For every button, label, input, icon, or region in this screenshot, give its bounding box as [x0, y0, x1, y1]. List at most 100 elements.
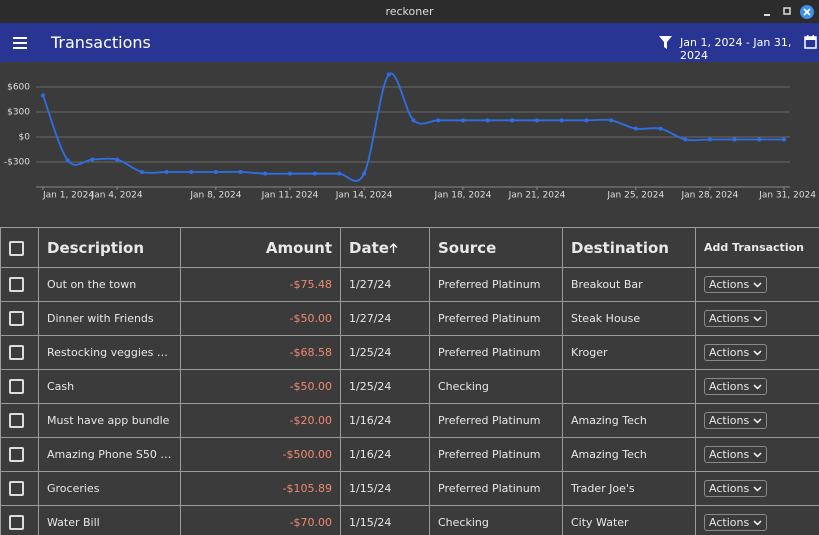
app-bar: Transactions Jan 1, 2024 - Jan 31, 2024	[0, 23, 819, 62]
point	[189, 170, 194, 174]
checkbox[interactable]	[9, 240, 24, 256]
transaction-row: Cash -$50.00 1/25/24 Checking Actions	[0, 369, 819, 404]
actions-cell: Actions	[695, 471, 819, 506]
point	[213, 170, 218, 174]
point	[757, 137, 762, 142]
date: 1/16/24	[340, 403, 430, 438]
title-bar: reckoner	[0, 0, 819, 23]
x-tick-label: Jan 8, 2024	[189, 191, 241, 201]
transaction-row: Must have app bundle -$20.00 1/16/24 Prefer…	[0, 403, 819, 438]
checkbox[interactable]	[9, 413, 24, 428]
actions-label: Actions	[709, 380, 750, 393]
transaction-row: Restocking veggies and ... -$68.58 1/25/24…	[0, 335, 819, 370]
x-tick-label: Jan 21, 2024	[508, 191, 566, 201]
destination: Steak House	[562, 301, 696, 336]
description: Restocking veggies and ...	[38, 335, 181, 370]
destination: Breakout Bar	[562, 267, 696, 302]
actions-button[interactable]: Actions	[704, 514, 767, 531]
sort-icon	[389, 242, 398, 253]
actions-button[interactable]: Actions	[704, 412, 767, 429]
source: Preferred Platinum	[429, 403, 563, 438]
source: Preferred Platinum	[429, 335, 563, 370]
select-cell	[0, 403, 39, 438]
select-cell	[0, 301, 39, 336]
destination: Amazing Tech	[562, 403, 696, 438]
checkbox[interactable]	[9, 277, 24, 292]
chevron	[753, 486, 762, 492]
actions-button[interactable]: Actions	[704, 378, 767, 395]
x-tick-label: Jan 28, 2024	[680, 191, 738, 201]
amount: -$75.48	[180, 267, 341, 302]
date-range[interactable]: Jan 1, 2024 - Jan 31, 2024	[680, 36, 792, 62]
source: Preferred Platinum	[429, 437, 563, 472]
y-tick-label: -$300	[4, 158, 30, 168]
checkbox[interactable]	[9, 515, 24, 530]
column-header[interactable]: Source	[429, 227, 563, 268]
column-header[interactable]: Date	[340, 227, 430, 268]
point	[707, 137, 712, 142]
amount: -$20.00	[180, 403, 341, 438]
checkbox[interactable]	[9, 447, 24, 462]
maximize[interactable]	[783, 7, 791, 15]
destination: Kroger	[562, 335, 696, 370]
actions-label: Actions	[709, 482, 750, 495]
checkbox[interactable]	[9, 379, 24, 394]
date: 1/16/24	[340, 437, 430, 472]
point	[683, 137, 688, 142]
date: 1/15/24	[340, 505, 430, 535]
description: Cash	[38, 369, 181, 404]
actions-button[interactable]: Actions	[704, 446, 767, 463]
x-tick-label: Jan 18, 2024	[433, 191, 491, 201]
column-header[interactable]: Amount	[180, 227, 341, 268]
column-header[interactable]: Destination	[562, 227, 696, 268]
destination: City Water	[562, 505, 696, 535]
transaction-row: Dinner with Friends -$50.00 1/27/24 Preferr…	[0, 301, 819, 336]
actions-cell: Actions	[695, 437, 819, 472]
date: 1/15/24	[340, 471, 430, 506]
description: Amazing Phone S50 Pro ...	[38, 437, 181, 472]
checkbox[interactable]	[9, 345, 24, 360]
point	[436, 118, 441, 123]
point	[510, 118, 515, 123]
menu-button[interactable]	[13, 37, 27, 49]
amount: -$50.00	[180, 301, 341, 336]
point	[658, 126, 663, 131]
actions-label: Actions	[709, 448, 750, 461]
filter-button[interactable]	[659, 36, 672, 49]
actions-button[interactable]: Actions	[704, 480, 767, 497]
date: 1/27/24	[340, 267, 430, 302]
balance-line	[42, 72, 784, 182]
column-header[interactable]: Description	[38, 227, 181, 268]
amount: -$70.00	[180, 505, 341, 535]
select-cell	[0, 471, 39, 506]
point	[312, 171, 317, 176]
actions-button[interactable]: Actions	[704, 344, 767, 361]
transaction-row: Groceries -$105.89 1/15/24 Preferred Platin…	[0, 471, 819, 506]
actions-label: Actions	[709, 414, 750, 427]
point	[164, 170, 169, 174]
column-header[interactable]: Add Transaction	[695, 227, 819, 268]
description: Groceries	[38, 471, 181, 506]
checkbox[interactable]	[9, 481, 24, 496]
checkbox[interactable]	[9, 311, 24, 326]
point	[288, 171, 292, 176]
x-tick-label: Jan 25, 2024	[606, 191, 664, 201]
page-title: Transactions	[51, 33, 151, 52]
actions-button[interactable]: Actions	[704, 276, 767, 293]
actions-cell: Actions	[695, 369, 819, 404]
source: Preferred Platinum	[429, 267, 563, 302]
actions-button[interactable]: Actions	[704, 310, 767, 327]
select-cell	[0, 505, 39, 535]
actions-label: Actions	[709, 312, 750, 325]
source: Preferred Platinum	[429, 471, 563, 506]
y-tick-label: $300	[7, 108, 30, 118]
point	[411, 118, 416, 123]
x-tick-label: Jan 11, 2024	[261, 191, 319, 201]
calendar-button[interactable]	[804, 35, 817, 49]
destination	[562, 369, 696, 404]
point	[362, 171, 367, 176]
chevron	[753, 452, 762, 458]
amount: -$50.00	[180, 369, 341, 404]
